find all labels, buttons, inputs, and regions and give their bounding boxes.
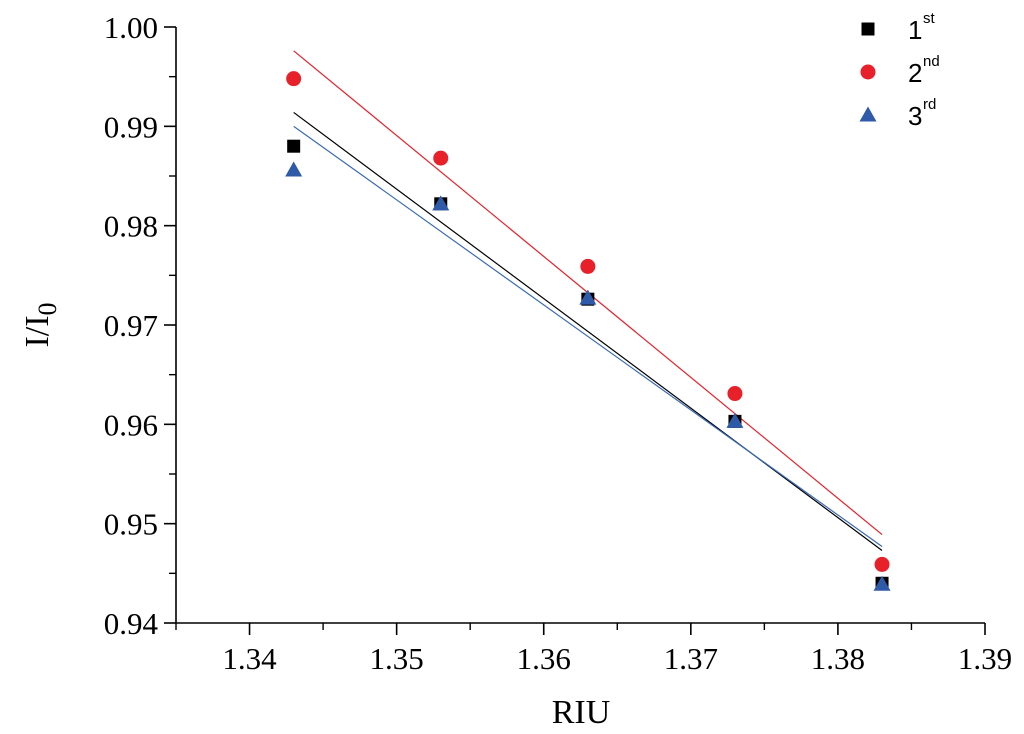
data-point-series-3 xyxy=(726,412,744,428)
x-tick-label: 1.39 xyxy=(958,641,1012,676)
legend-marker-series-2 xyxy=(860,64,876,80)
legend-label-suffix-series-2: nd xyxy=(923,53,940,70)
data-points xyxy=(285,71,891,591)
legend-label-series-3: 3 xyxy=(908,101,922,131)
y-tick-label: 0.94 xyxy=(104,606,159,641)
x-tick-label: 1.36 xyxy=(517,641,571,676)
legend-marker-series-1 xyxy=(861,22,875,36)
y-tick-label: 0.98 xyxy=(104,209,158,244)
x-tick-label: 1.37 xyxy=(664,641,718,676)
data-point-series-1 xyxy=(287,139,301,153)
x-tick-label: 1.38 xyxy=(811,641,865,676)
y-tick-label: 1.00 xyxy=(104,10,158,45)
y-tick-label: 0.97 xyxy=(104,308,158,343)
y-tick-label: 0.95 xyxy=(104,507,158,542)
data-point-series-2 xyxy=(874,556,890,572)
legend-label-suffix-series-3: rd xyxy=(923,96,936,113)
x-axis-title: RIU xyxy=(552,694,611,731)
legend-label-series-1: 1 xyxy=(908,15,922,45)
y-axis-title-subscript: 0 xyxy=(33,302,62,315)
y-tick-label: 0.96 xyxy=(104,407,158,442)
legend: 1 st 2 nd 3 rd xyxy=(859,10,940,131)
legend-marker-series-3 xyxy=(859,106,877,122)
data-point-series-2 xyxy=(727,386,743,402)
x-tick-label: 1.35 xyxy=(370,641,424,676)
y-axis-title-main: I/I xyxy=(19,315,56,347)
data-point-series-3 xyxy=(432,195,450,211)
data-point-series-3 xyxy=(285,161,303,177)
ticks: 1.34 1.35 1.36 1.37 1.38 1.39 0.94 0.95 0.96 0.97… xyxy=(104,10,1012,676)
data-point-series-3 xyxy=(579,289,597,305)
fit-line-series-1 xyxy=(293,111,883,551)
data-point-series-2 xyxy=(286,71,302,87)
y-tick-label: 0.99 xyxy=(104,109,158,144)
x-tick-label: 1.34 xyxy=(222,641,277,676)
fit-line-series-3 xyxy=(293,125,883,548)
svg-text:I/I0: I/I0 xyxy=(19,302,62,347)
legend-label-suffix-series-1: st xyxy=(923,10,936,27)
legend-label-series-2: 2 xyxy=(908,58,922,88)
data-point-series-3 xyxy=(873,575,891,591)
data-point-series-2 xyxy=(433,150,449,166)
data-point-series-2 xyxy=(580,258,596,274)
y-axis-title: I/I0 xyxy=(19,302,62,347)
